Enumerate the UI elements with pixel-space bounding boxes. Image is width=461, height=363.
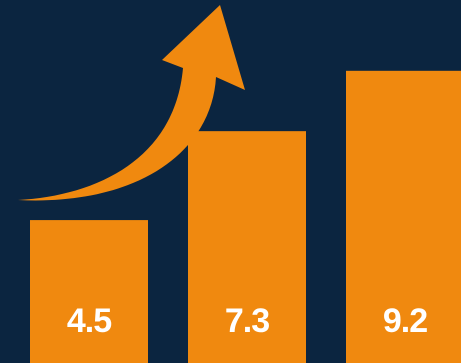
trend-arrow-icon xyxy=(18,5,245,201)
bar-1 xyxy=(30,220,148,363)
bar-3 xyxy=(346,70,461,363)
bars-group: 4.5 7.3 9.2 xyxy=(30,70,461,363)
bar-value-label-3: 9.2 xyxy=(383,302,427,340)
bar-value-label-2: 7.3 xyxy=(225,302,269,340)
bar-value-label-1: 4.5 xyxy=(67,302,111,340)
bar-2 xyxy=(188,131,306,363)
